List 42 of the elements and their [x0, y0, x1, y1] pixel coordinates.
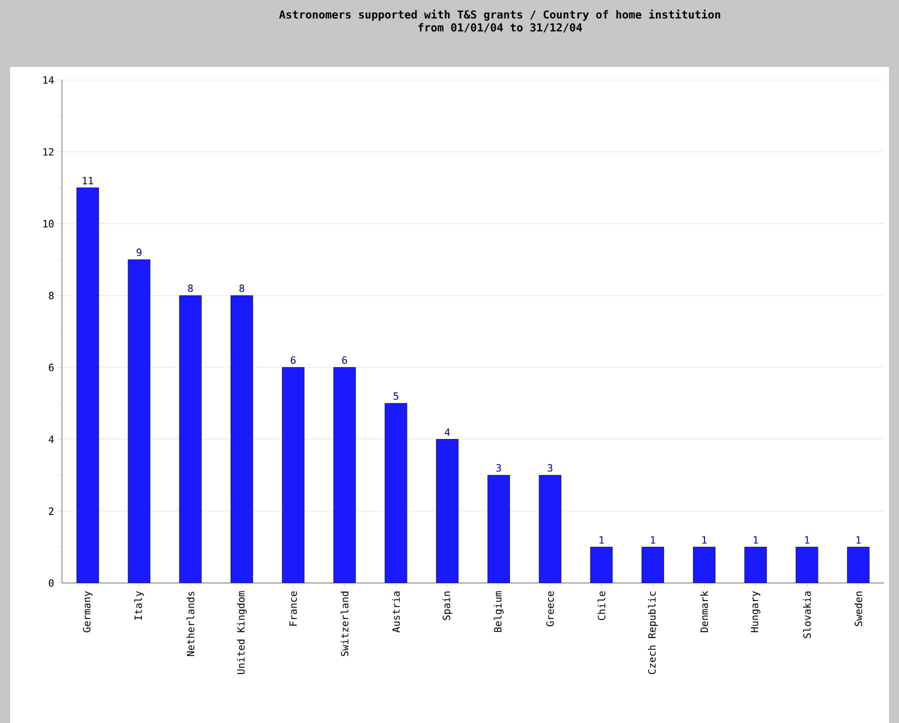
data-label: 1: [856, 536, 861, 544]
data-label: 5: [394, 392, 398, 400]
x-tick-label: Czech Republic: [648, 592, 658, 674]
y-tick-label: 10: [43, 220, 54, 228]
x-tick-label: Hungary: [750, 591, 760, 632]
data-label: 1: [805, 536, 810, 544]
x-tick-label: Chile: [598, 591, 606, 620]
x-tick-label: Germany: [82, 591, 92, 632]
x-tick-label: Netherlands: [186, 592, 194, 656]
data-label: 11: [82, 176, 94, 184]
x-tick-label: Italy: [134, 591, 144, 620]
y-tick-label: 2: [48, 507, 54, 515]
data-label: 3: [496, 464, 501, 472]
data-label: 3: [548, 464, 552, 472]
x-tick-label: Slovakia: [803, 592, 811, 638]
x-tick-label: Spain: [442, 592, 452, 620]
x-tick-label: Sweden: [854, 592, 862, 626]
y-tick-label: 14: [43, 76, 54, 84]
y-tick-label: 12: [43, 148, 54, 156]
data-label: 1: [754, 536, 758, 544]
y-tick-label: 4: [48, 436, 54, 443]
x-tick-label: United Kingdom: [236, 591, 247, 674]
data-label: 6: [342, 356, 347, 364]
data-label: 4: [444, 428, 450, 436]
chart-title: Astronomers supported with T&S grants / Country of home institution: [279, 10, 720, 21]
y-tick-label: 6: [48, 364, 54, 372]
x-tick-label: Belgium: [494, 591, 504, 632]
x-tick-label: Austria: [392, 592, 400, 633]
y-tick-label: 0: [48, 579, 54, 587]
x-tick-label: Switzerland: [340, 592, 348, 656]
data-label: 9: [136, 248, 142, 256]
data-label: 1: [651, 536, 656, 544]
data-label: 8: [188, 284, 193, 292]
chart-subtitle: from 01/01/04 to 31/12/04: [418, 23, 582, 32]
x-tick-label: France: [289, 591, 297, 626]
data-label: 1: [600, 536, 604, 544]
data-label: 6: [290, 356, 296, 364]
y-tick-label: 8: [48, 292, 54, 300]
data-label: 1: [702, 536, 707, 544]
data-label: 8: [239, 284, 244, 292]
x-tick-label: Denmark: [700, 590, 708, 632]
x-tick-label: Greece: [546, 591, 554, 626]
